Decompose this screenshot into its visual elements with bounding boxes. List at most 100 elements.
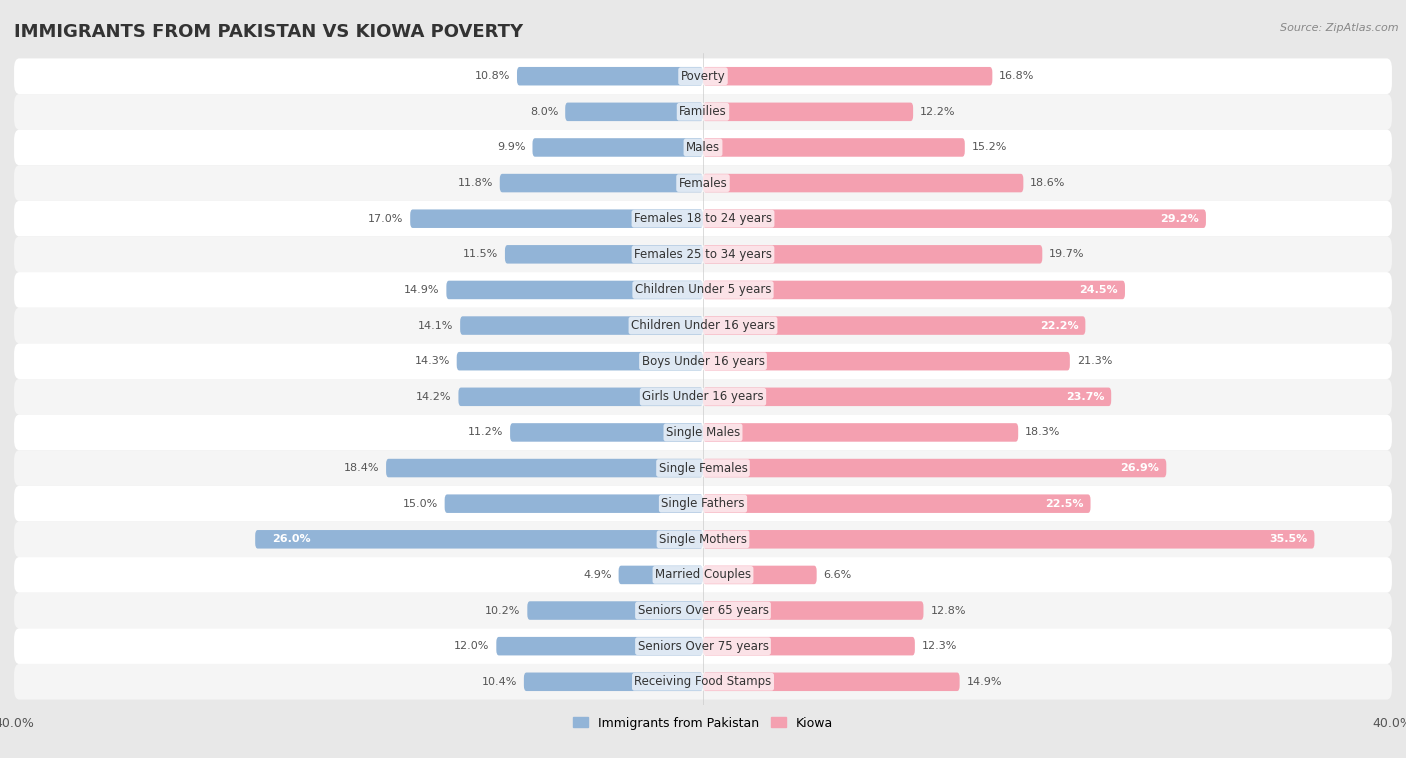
- FancyBboxPatch shape: [14, 379, 1392, 415]
- FancyBboxPatch shape: [14, 165, 1392, 201]
- Text: Males: Males: [686, 141, 720, 154]
- FancyBboxPatch shape: [496, 637, 703, 656]
- Text: 22.5%: 22.5%: [1045, 499, 1084, 509]
- Text: 23.7%: 23.7%: [1066, 392, 1104, 402]
- FancyBboxPatch shape: [703, 352, 1070, 371]
- FancyBboxPatch shape: [703, 637, 915, 656]
- Text: 12.2%: 12.2%: [920, 107, 956, 117]
- Legend: Immigrants from Pakistan, Kiowa: Immigrants from Pakistan, Kiowa: [568, 712, 838, 735]
- FancyBboxPatch shape: [411, 209, 703, 228]
- FancyBboxPatch shape: [703, 174, 1024, 193]
- Text: 10.2%: 10.2%: [485, 606, 520, 615]
- FancyBboxPatch shape: [703, 565, 817, 584]
- Text: Source: ZipAtlas.com: Source: ZipAtlas.com: [1281, 23, 1399, 33]
- FancyBboxPatch shape: [703, 601, 924, 620]
- Text: 21.3%: 21.3%: [1077, 356, 1112, 366]
- Text: 10.4%: 10.4%: [482, 677, 517, 687]
- FancyBboxPatch shape: [14, 486, 1392, 522]
- FancyBboxPatch shape: [14, 628, 1392, 664]
- Text: 16.8%: 16.8%: [1000, 71, 1035, 81]
- Text: Single Fathers: Single Fathers: [661, 497, 745, 510]
- Text: Females 18 to 24 years: Females 18 to 24 years: [634, 212, 772, 225]
- Text: 8.0%: 8.0%: [530, 107, 558, 117]
- FancyBboxPatch shape: [14, 415, 1392, 450]
- FancyBboxPatch shape: [703, 316, 1085, 335]
- FancyBboxPatch shape: [14, 201, 1392, 236]
- FancyBboxPatch shape: [510, 423, 703, 442]
- Text: 12.0%: 12.0%: [454, 641, 489, 651]
- FancyBboxPatch shape: [703, 672, 960, 691]
- Text: 18.4%: 18.4%: [343, 463, 380, 473]
- Text: Children Under 16 years: Children Under 16 years: [631, 319, 775, 332]
- FancyBboxPatch shape: [703, 530, 1315, 549]
- Text: 12.8%: 12.8%: [931, 606, 966, 615]
- FancyBboxPatch shape: [703, 67, 993, 86]
- Text: IMMIGRANTS FROM PAKISTAN VS KIOWA POVERTY: IMMIGRANTS FROM PAKISTAN VS KIOWA POVERT…: [14, 23, 523, 41]
- Text: 35.5%: 35.5%: [1270, 534, 1308, 544]
- FancyBboxPatch shape: [446, 280, 703, 299]
- FancyBboxPatch shape: [565, 102, 703, 121]
- Text: Single Males: Single Males: [666, 426, 740, 439]
- Text: 14.9%: 14.9%: [404, 285, 440, 295]
- Text: 22.2%: 22.2%: [1040, 321, 1078, 330]
- Text: 14.3%: 14.3%: [415, 356, 450, 366]
- Text: Seniors Over 75 years: Seniors Over 75 years: [637, 640, 769, 653]
- Text: 15.2%: 15.2%: [972, 143, 1007, 152]
- Text: 14.2%: 14.2%: [416, 392, 451, 402]
- FancyBboxPatch shape: [256, 530, 703, 549]
- FancyBboxPatch shape: [499, 174, 703, 193]
- Text: 18.3%: 18.3%: [1025, 428, 1060, 437]
- Text: 11.2%: 11.2%: [468, 428, 503, 437]
- Text: 11.8%: 11.8%: [457, 178, 494, 188]
- Text: Girls Under 16 years: Girls Under 16 years: [643, 390, 763, 403]
- Text: Females: Females: [679, 177, 727, 190]
- FancyBboxPatch shape: [460, 316, 703, 335]
- FancyBboxPatch shape: [703, 245, 1042, 264]
- Text: 19.7%: 19.7%: [1049, 249, 1084, 259]
- FancyBboxPatch shape: [703, 387, 1111, 406]
- Text: Single Mothers: Single Mothers: [659, 533, 747, 546]
- FancyBboxPatch shape: [14, 450, 1392, 486]
- FancyBboxPatch shape: [703, 280, 1125, 299]
- FancyBboxPatch shape: [14, 522, 1392, 557]
- FancyBboxPatch shape: [703, 209, 1206, 228]
- FancyBboxPatch shape: [14, 664, 1392, 700]
- Text: 26.9%: 26.9%: [1121, 463, 1160, 473]
- Text: 14.9%: 14.9%: [966, 677, 1002, 687]
- FancyBboxPatch shape: [14, 593, 1392, 628]
- FancyBboxPatch shape: [458, 387, 703, 406]
- Text: 15.0%: 15.0%: [402, 499, 437, 509]
- Text: 24.5%: 24.5%: [1080, 285, 1118, 295]
- FancyBboxPatch shape: [527, 601, 703, 620]
- Text: 18.6%: 18.6%: [1031, 178, 1066, 188]
- Text: 4.9%: 4.9%: [583, 570, 612, 580]
- FancyBboxPatch shape: [517, 67, 703, 86]
- Text: 10.8%: 10.8%: [475, 71, 510, 81]
- FancyBboxPatch shape: [703, 494, 1091, 513]
- FancyBboxPatch shape: [703, 138, 965, 157]
- FancyBboxPatch shape: [14, 236, 1392, 272]
- FancyBboxPatch shape: [703, 459, 1167, 478]
- Text: 12.3%: 12.3%: [922, 641, 957, 651]
- FancyBboxPatch shape: [703, 423, 1018, 442]
- Text: 11.5%: 11.5%: [463, 249, 498, 259]
- FancyBboxPatch shape: [14, 130, 1392, 165]
- FancyBboxPatch shape: [505, 245, 703, 264]
- Text: 29.2%: 29.2%: [1160, 214, 1199, 224]
- FancyBboxPatch shape: [14, 343, 1392, 379]
- FancyBboxPatch shape: [14, 557, 1392, 593]
- Text: Poverty: Poverty: [681, 70, 725, 83]
- FancyBboxPatch shape: [14, 308, 1392, 343]
- Text: Receiving Food Stamps: Receiving Food Stamps: [634, 675, 772, 688]
- FancyBboxPatch shape: [14, 58, 1392, 94]
- FancyBboxPatch shape: [533, 138, 703, 157]
- FancyBboxPatch shape: [444, 494, 703, 513]
- FancyBboxPatch shape: [524, 672, 703, 691]
- Text: Females 25 to 34 years: Females 25 to 34 years: [634, 248, 772, 261]
- Text: Married Couples: Married Couples: [655, 568, 751, 581]
- Text: Seniors Over 65 years: Seniors Over 65 years: [637, 604, 769, 617]
- Text: 6.6%: 6.6%: [824, 570, 852, 580]
- Text: 17.0%: 17.0%: [368, 214, 404, 224]
- FancyBboxPatch shape: [619, 565, 703, 584]
- Text: Single Females: Single Females: [658, 462, 748, 475]
